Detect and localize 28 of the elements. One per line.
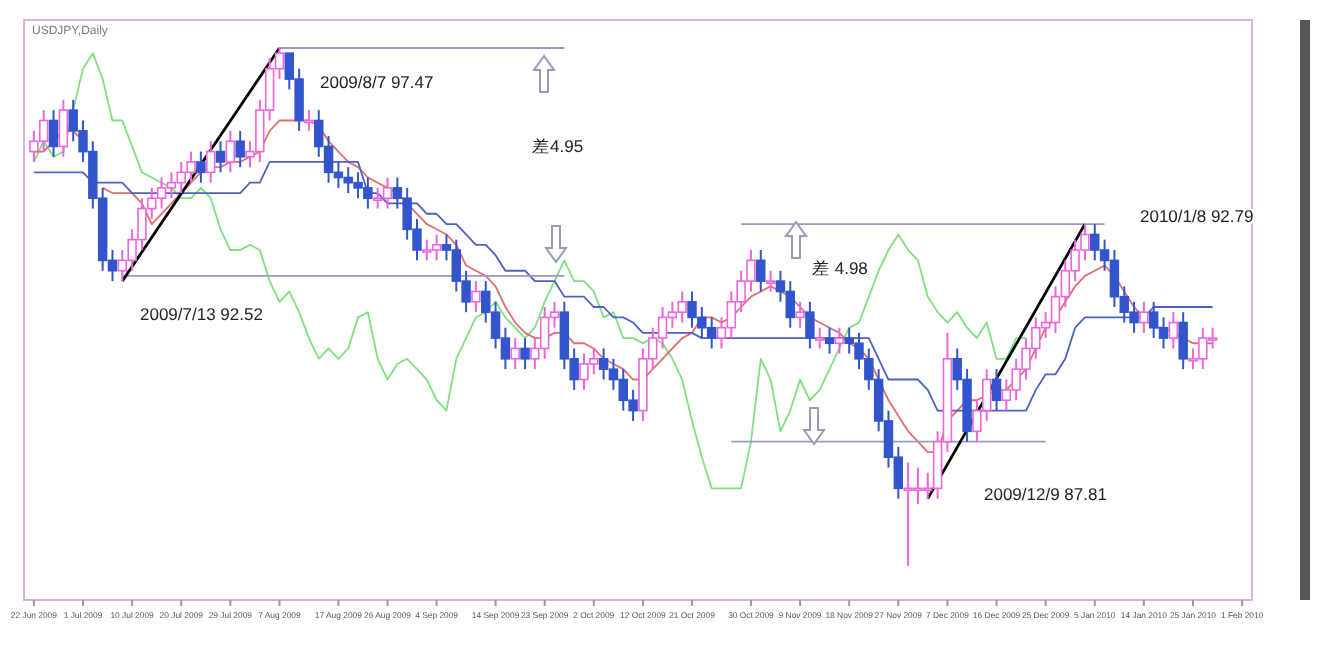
candlestick — [520, 337, 530, 371]
candlestick — [1139, 300, 1149, 334]
annotation: 2009/7/13 92.52 — [140, 304, 264, 324]
candlestick — [795, 300, 805, 329]
candlestick — [991, 368, 1002, 412]
candlestick — [58, 98, 69, 158]
candlestick — [304, 109, 314, 132]
annotation: 差 4.98 — [812, 258, 869, 278]
candlestick — [205, 140, 216, 184]
candlestick — [48, 109, 59, 158]
candlestick — [225, 129, 236, 174]
annotation: 2009/12/9 87.81 — [984, 484, 1108, 504]
candlestick — [1168, 311, 1179, 350]
candlestick — [834, 326, 845, 355]
candlestick — [1178, 311, 1188, 371]
candlestick — [824, 326, 835, 355]
candlestick — [235, 129, 245, 169]
candlestick — [805, 300, 815, 350]
annotation: 2010/1/8 92.79 — [1140, 206, 1254, 226]
candlestick — [510, 337, 520, 371]
candlestick — [756, 249, 766, 293]
candlestick — [765, 269, 776, 293]
annotation: 差4.95 — [532, 136, 584, 156]
candlestick — [196, 150, 206, 184]
candlestick — [814, 326, 825, 350]
candlestick — [471, 280, 481, 314]
annotation: 2009/8/7 97.47 — [320, 72, 434, 92]
candlestick — [215, 140, 226, 174]
